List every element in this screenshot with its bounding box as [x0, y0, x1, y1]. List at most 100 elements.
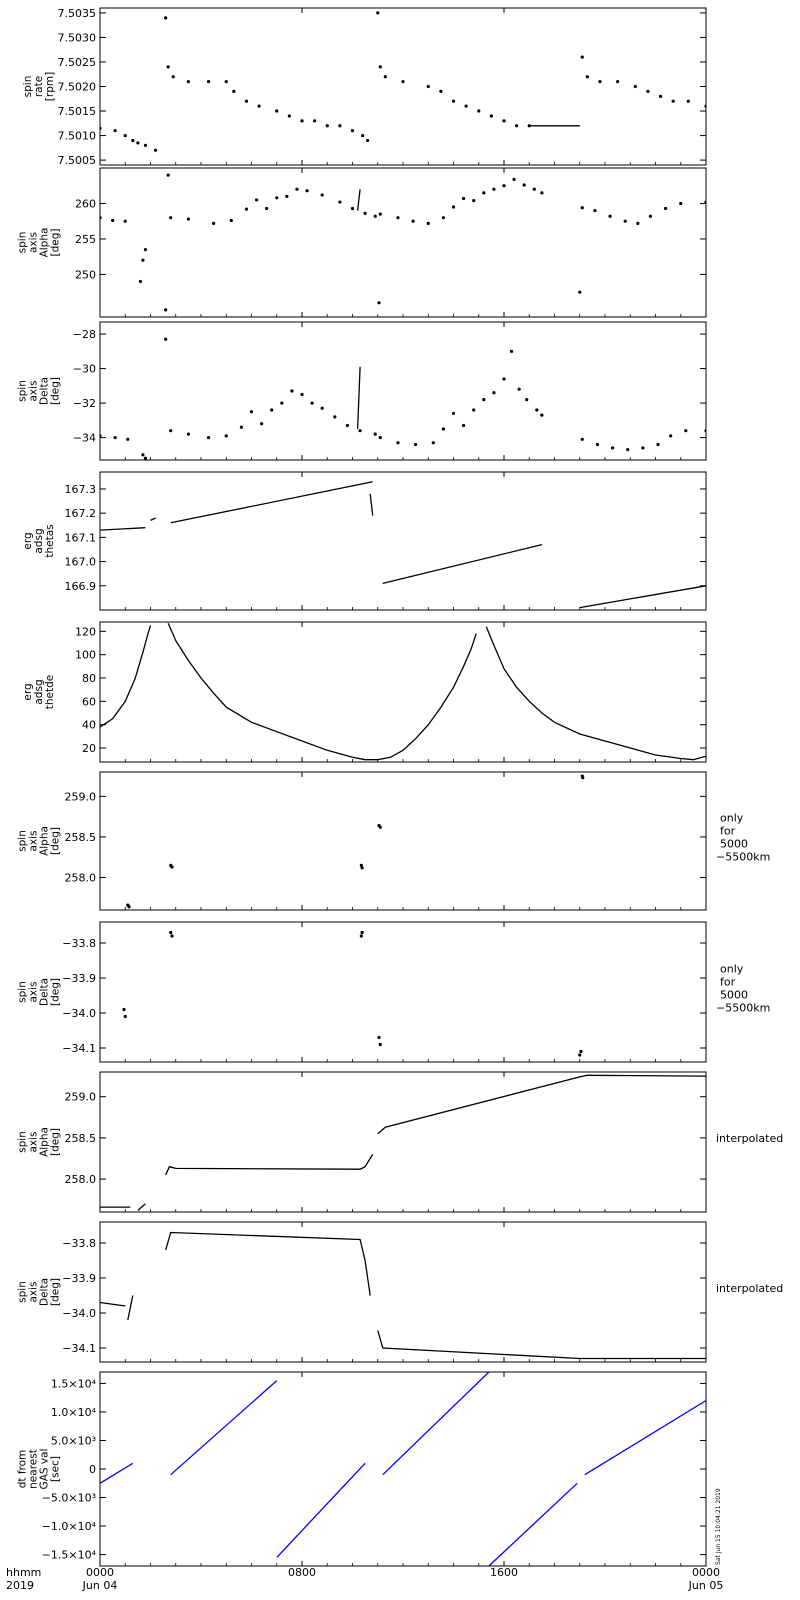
- data-point: [540, 413, 544, 417]
- panel-side-note: interpolated: [716, 1282, 783, 1295]
- data-point: [532, 187, 536, 191]
- y-tick-label: −5.0×10³: [42, 1492, 96, 1505]
- data-point: [359, 863, 363, 867]
- data-point: [578, 290, 582, 294]
- data-point: [345, 423, 350, 428]
- y-axis-label: [sec]: [50, 1456, 62, 1482]
- data-point: [212, 221, 216, 225]
- y-axis-label: spin: [17, 1281, 29, 1303]
- data-point: [489, 114, 493, 118]
- y-axis-label: adsg: [33, 679, 45, 704]
- data-point: [502, 119, 506, 123]
- data-point: [143, 247, 148, 252]
- data-point: [113, 129, 117, 133]
- series-line: [100, 1462, 134, 1484]
- y-tick-label: 258.5: [65, 831, 97, 844]
- series-line: [579, 585, 706, 609]
- year-label: 2019: [6, 1579, 34, 1592]
- data-point: [310, 401, 314, 405]
- panel-frame: [99, 1071, 707, 1213]
- data-point: [581, 776, 585, 780]
- data-point: [664, 206, 668, 211]
- y-tick-label: 7.5015: [58, 105, 97, 118]
- y-tick-label: 7.5025: [58, 56, 97, 69]
- data-point: [482, 191, 486, 195]
- creation-stamp: Sat Jun 15 10:04:21 2019: [715, 1488, 722, 1565]
- data-point: [111, 218, 115, 223]
- panel-side-note: for: [720, 976, 736, 989]
- x-tick-date-label: Jun 04: [82, 1579, 118, 1592]
- y-axis-label: Alpha: [39, 1127, 51, 1157]
- y-tick-label: 5.0×10³: [51, 1434, 96, 1447]
- panel-side-note: only: [720, 812, 744, 825]
- y-tick-label: 258.5: [65, 1132, 97, 1145]
- y-tick-label: 258.0: [65, 872, 97, 885]
- panel-frame: [99, 471, 707, 611]
- y-tick-label: 7.5035: [58, 7, 97, 20]
- data-point: [123, 1014, 127, 1019]
- data-point: [275, 196, 279, 200]
- data-point: [377, 301, 381, 305]
- series-line: [716, 630, 800, 739]
- series-group: [100, 622, 800, 761]
- data-point: [616, 79, 620, 84]
- data-point: [153, 148, 158, 152]
- panel-frame: [99, 621, 707, 763]
- series-line: [165, 1154, 374, 1176]
- y-axis-label: Delta: [39, 1278, 51, 1306]
- data-point: [164, 337, 168, 341]
- data-point: [598, 79, 602, 84]
- data-point: [396, 441, 400, 445]
- data-point: [244, 99, 249, 103]
- y-axis-label: axis: [28, 380, 40, 401]
- data-point: [126, 437, 130, 441]
- series-line: [170, 481, 373, 524]
- y-axis-label: dt from: [17, 1450, 29, 1489]
- data-point: [431, 441, 435, 445]
- data-point: [169, 429, 173, 433]
- data-point: [338, 124, 342, 128]
- y-tick-label: −28: [73, 328, 96, 341]
- data-point: [580, 437, 584, 441]
- data-point: [579, 1049, 583, 1054]
- y-axis-label: [deg]: [50, 377, 62, 405]
- data-point: [300, 392, 304, 397]
- panel-5: 20 40 60 80 100 120 erg adsg thetde: [22, 621, 800, 763]
- data-point: [169, 930, 173, 935]
- data-point: [378, 435, 382, 440]
- data-point: [127, 905, 131, 909]
- y-axis-label: [rpm]: [44, 72, 56, 101]
- data-point: [143, 143, 148, 147]
- data-point: [141, 258, 145, 262]
- y-axis-label: axis: [28, 232, 40, 253]
- y-tick-label: 40: [82, 719, 96, 732]
- data-point: [206, 79, 211, 84]
- y-tick-label: 60: [82, 695, 96, 708]
- y-tick-label: 260: [75, 197, 96, 210]
- data-point: [684, 429, 688, 433]
- data-point: [358, 429, 362, 433]
- series-line: [377, 1074, 706, 1135]
- data-point: [426, 221, 430, 225]
- y-axis-label: [deg]: [50, 1278, 62, 1306]
- data-point: [361, 133, 365, 138]
- y-axis-label: spin: [17, 981, 29, 1003]
- data-point: [377, 1035, 381, 1040]
- series-line: [488, 1482, 578, 1566]
- data-point: [472, 199, 476, 203]
- data-point: [509, 349, 514, 353]
- panel-8: 258.0 258.5 259.0 spin axis Alpha [deg] interpo…: [17, 1071, 783, 1213]
- y-axis-label: [deg]: [50, 827, 62, 855]
- data-point: [186, 432, 190, 436]
- data-point: [224, 79, 228, 84]
- data-point: [525, 398, 529, 402]
- data-point: [648, 214, 653, 218]
- data-point: [360, 930, 364, 935]
- data-point: [610, 446, 615, 450]
- series-line: [165, 1231, 371, 1296]
- data-point: [239, 425, 243, 429]
- y-axis-label: erg: [22, 683, 34, 700]
- series-line: [356, 189, 361, 211]
- series-line: [382, 543, 543, 585]
- panel-side-note: only: [720, 963, 744, 976]
